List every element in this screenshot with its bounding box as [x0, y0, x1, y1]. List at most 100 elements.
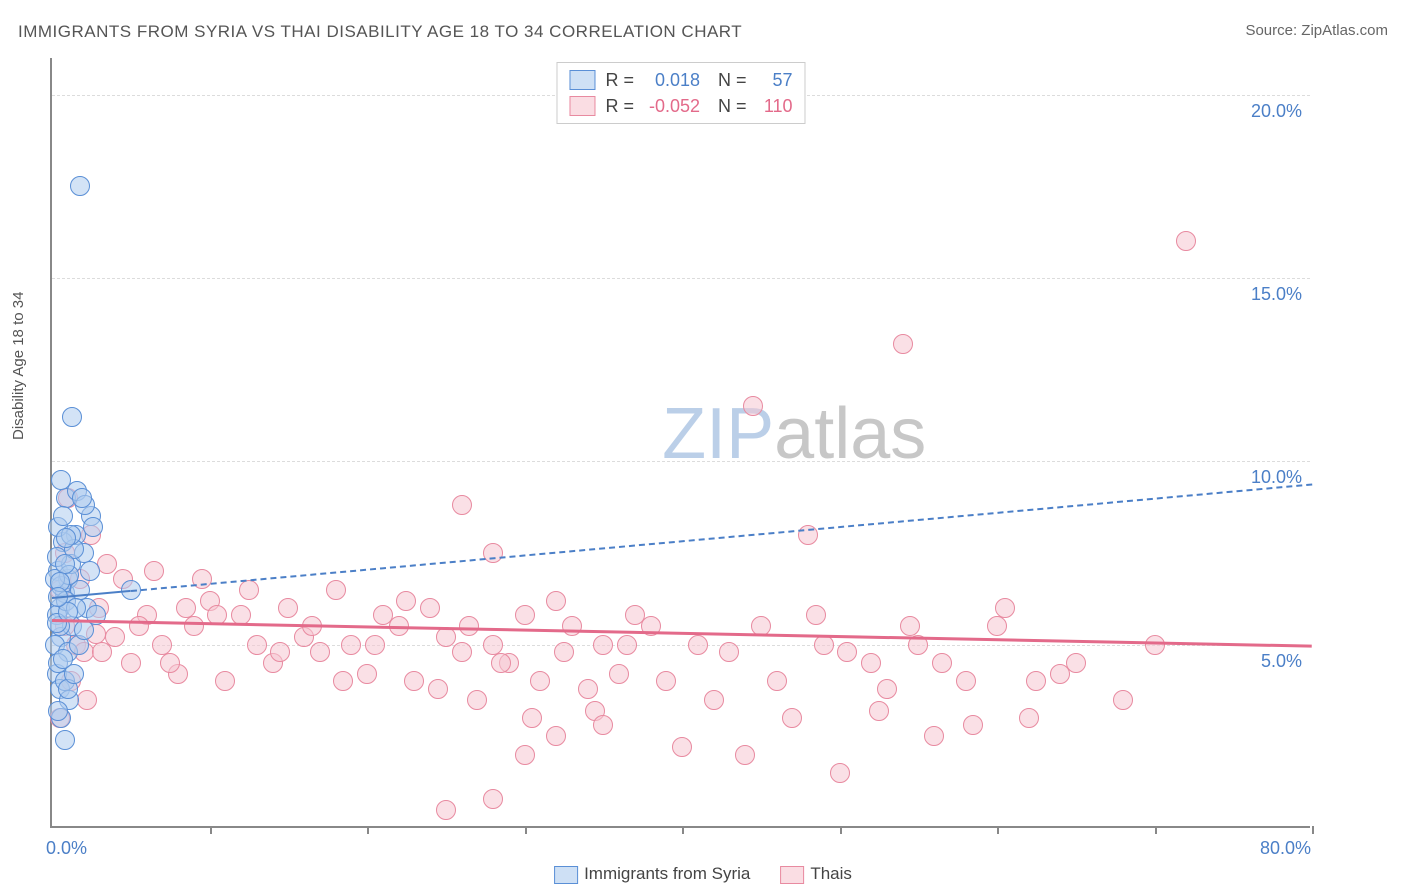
- scatter-point: [578, 679, 598, 699]
- scatter-point: [735, 745, 755, 765]
- scatter-point: [672, 737, 692, 757]
- legend-series: Immigrants from Syria Thais: [554, 864, 852, 884]
- scatter-point: [341, 635, 361, 655]
- watermark: ZIPatlas: [662, 393, 926, 475]
- source-label: Source: ZipAtlas.com: [1245, 22, 1388, 39]
- scatter-point: [719, 642, 739, 662]
- scatter-point: [215, 671, 235, 691]
- scatter-point: [861, 653, 881, 673]
- scatter-point: [55, 730, 75, 750]
- scatter-point: [121, 653, 141, 673]
- legend-correlation-stats: R = 0.018 N = 57R =-0.052N =110: [556, 62, 805, 124]
- x-tick: [997, 826, 999, 834]
- scatter-point: [491, 653, 511, 673]
- legend-stat-row: R =-0.052N =110: [569, 93, 792, 119]
- scatter-point: [963, 715, 983, 735]
- scatter-point: [522, 708, 542, 728]
- scatter-point: [1176, 231, 1196, 251]
- scatter-point: [72, 488, 92, 508]
- scatter-point: [184, 616, 204, 636]
- x-max-label: 80.0%: [1260, 838, 1311, 859]
- legend-r-value: -0.052: [644, 93, 700, 119]
- scatter-point: [782, 708, 802, 728]
- scatter-point: [452, 495, 472, 515]
- legend-n-value: 57: [757, 67, 793, 93]
- scatter-point: [987, 616, 1007, 636]
- scatter-point: [404, 671, 424, 691]
- plot-area: ZIPatlas R =0.018N =57R =-0.052N =110 5.…: [50, 58, 1310, 828]
- y-tick-label: 20.0%: [1251, 101, 1302, 122]
- scatter-point: [144, 561, 164, 581]
- scatter-point: [326, 580, 346, 600]
- scatter-point: [160, 653, 180, 673]
- scatter-point: [546, 591, 566, 611]
- scatter-point: [452, 642, 472, 662]
- scatter-point: [617, 635, 637, 655]
- scatter-point: [483, 635, 503, 655]
- scatter-point: [239, 580, 259, 600]
- legend-swatch: [569, 96, 595, 116]
- scatter-point: [310, 642, 330, 662]
- scatter-point: [554, 642, 574, 662]
- scatter-point: [357, 664, 377, 684]
- scatter-point: [767, 671, 787, 691]
- scatter-point: [515, 605, 535, 625]
- legend-swatch: [569, 70, 595, 90]
- x-tick: [840, 826, 842, 834]
- legend-r-value: 0.018: [644, 67, 700, 93]
- scatter-point: [483, 789, 503, 809]
- x-tick: [1155, 826, 1157, 834]
- scatter-point: [483, 543, 503, 563]
- scatter-point: [152, 635, 172, 655]
- scatter-point: [459, 616, 479, 636]
- scatter-point: [688, 635, 708, 655]
- scatter-point: [1145, 635, 1165, 655]
- legend-series-item: Thais: [780, 864, 852, 884]
- scatter-point: [278, 598, 298, 618]
- legend-stat-row: R = 0.018 N = 57: [569, 67, 792, 93]
- scatter-point: [62, 407, 82, 427]
- scatter-point: [270, 642, 290, 662]
- scatter-point: [396, 591, 416, 611]
- scatter-point: [436, 800, 456, 820]
- scatter-point: [1113, 690, 1133, 710]
- scatter-point: [436, 627, 456, 647]
- scatter-point: [55, 554, 75, 574]
- scatter-point: [333, 671, 353, 691]
- scatter-point: [1026, 671, 1046, 691]
- scatter-point: [1050, 664, 1070, 684]
- trend-line: [52, 619, 1312, 648]
- scatter-point: [97, 554, 117, 574]
- y-axis-label: Disability Age 18 to 34: [10, 292, 27, 440]
- scatter-point: [77, 690, 97, 710]
- legend-r-label: R =: [605, 67, 634, 93]
- scatter-point: [428, 679, 448, 699]
- scatter-point: [53, 506, 73, 526]
- scatter-point: [515, 745, 535, 765]
- scatter-point: [530, 671, 550, 691]
- scatter-point: [420, 598, 440, 618]
- legend-series-name: Immigrants from Syria: [584, 864, 750, 883]
- scatter-point: [546, 726, 566, 746]
- x-tick: [1312, 826, 1314, 834]
- x-origin-label: 0.0%: [46, 838, 87, 859]
- legend-n-value: 110: [757, 93, 793, 119]
- scatter-point: [74, 620, 94, 640]
- legend-series-item: Immigrants from Syria: [554, 864, 750, 884]
- scatter-point: [609, 664, 629, 684]
- gridline-horizontal: [52, 461, 1310, 462]
- scatter-point: [467, 690, 487, 710]
- scatter-point: [1019, 708, 1039, 728]
- scatter-point: [593, 635, 613, 655]
- scatter-point: [64, 664, 84, 684]
- scatter-point: [247, 635, 267, 655]
- x-tick: [210, 826, 212, 834]
- scatter-point: [900, 616, 920, 636]
- scatter-point: [743, 396, 763, 416]
- scatter-point: [83, 517, 103, 537]
- scatter-point: [806, 605, 826, 625]
- x-tick: [367, 826, 369, 834]
- gridline-horizontal: [52, 278, 1310, 279]
- scatter-point: [593, 715, 613, 735]
- legend-n-label: N =: [718, 67, 747, 93]
